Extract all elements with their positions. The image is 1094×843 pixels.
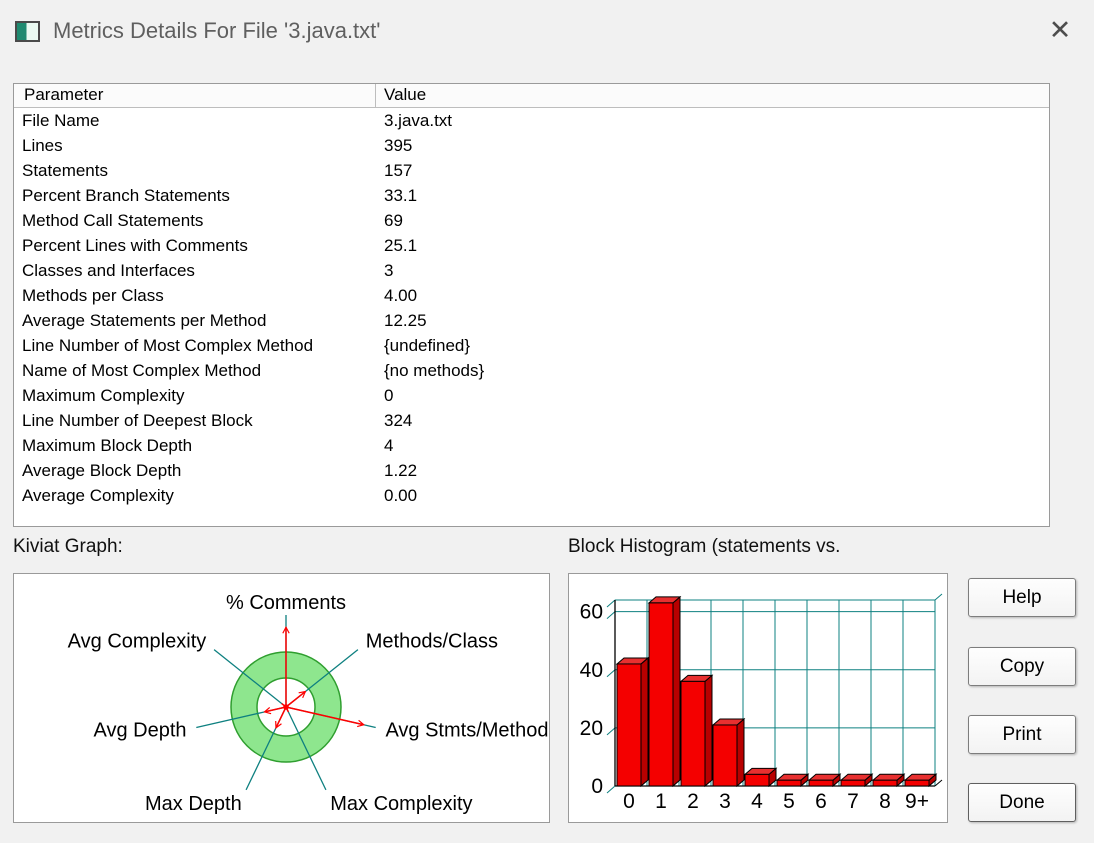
svg-text:4: 4 xyxy=(751,790,763,813)
kiviat-graph-panel: % Comments Methods/Class Avg Stmts/Method M… xyxy=(13,573,550,823)
parameter-cell: Name of Most Complex Method xyxy=(22,361,262,380)
value-cell: 69 xyxy=(384,211,403,230)
svg-text:0: 0 xyxy=(591,775,603,798)
value-cell: 0.00 xyxy=(384,486,418,505)
table-row: Average Block Depth 1.22 xyxy=(14,458,1049,483)
parameter-cell: Method Call Statements xyxy=(22,211,204,230)
parameter-cell: Maximum Block Depth xyxy=(22,436,193,455)
column-header-value[interactable]: Value xyxy=(384,85,427,104)
window-title: Metrics Details For File '3.java.txt' xyxy=(53,18,381,43)
table-row: Statements 157 xyxy=(14,158,1049,183)
value-cell: 25.1 xyxy=(384,236,418,255)
value-cell: 3 xyxy=(384,261,394,280)
value-cell: {no methods} xyxy=(384,361,485,380)
parameter-cell: Line Number of Most Complex Method xyxy=(22,336,314,355)
table-row: Average Statements per Method 12.25 xyxy=(14,308,1049,333)
copy-button[interactable]: Copy xyxy=(968,647,1076,686)
parameter-cell: Percent Branch Statements xyxy=(22,186,230,205)
metrics-table: Parameter Value File Name 3.java.txt Lines… xyxy=(13,83,1050,527)
metrics-table-body: File Name 3.java.txt Lines 395 Statements 157… xyxy=(14,108,1049,508)
parameter-cell: Statements xyxy=(22,161,108,180)
value-cell: 12.25 xyxy=(384,311,427,330)
block-histogram-panel: 0 20 40 60 0 1 2 3 4 5 6 7 8 9+ xyxy=(568,573,948,823)
parameter-cell: Maximum Complexity xyxy=(22,386,185,405)
block-histogram-label: Block Histogram (statements vs. xyxy=(568,536,841,557)
parameter-cell: Average Statements per Method xyxy=(22,311,267,330)
svg-text:Methods/Class: Methods/Class xyxy=(366,630,498,652)
value-cell: 395 xyxy=(384,136,413,155)
value-cell: 157 xyxy=(384,161,413,180)
column-header-parameter[interactable]: Parameter xyxy=(14,84,376,107)
svg-text:60: 60 xyxy=(580,601,603,624)
help-button[interactable]: Help xyxy=(968,578,1076,617)
parameter-cell: Classes and Interfaces xyxy=(22,261,195,280)
metrics-chart-icon xyxy=(15,20,40,42)
svg-text:2: 2 xyxy=(687,790,699,813)
svg-text:20: 20 xyxy=(580,717,603,740)
value-cell: 3.java.txt xyxy=(384,111,453,130)
svg-text:9+: 9+ xyxy=(905,790,929,813)
value-cell: 4.00 xyxy=(384,286,418,305)
table-row: Name of Most Complex Method {no methods} xyxy=(14,358,1049,383)
value-cell: 324 xyxy=(384,411,413,430)
done-button[interactable]: Done xyxy=(968,783,1076,822)
value-cell: 0 xyxy=(384,386,394,405)
table-row: Percent Lines with Comments 25.1 xyxy=(14,233,1049,258)
table-row: File Name 3.java.txt xyxy=(14,108,1049,133)
value-cell: 4 xyxy=(384,436,394,455)
svg-text:7: 7 xyxy=(847,790,859,813)
svg-text:8: 8 xyxy=(879,790,891,813)
parameter-cell: Methods per Class xyxy=(22,286,164,305)
table-row: Maximum Complexity 0 xyxy=(14,383,1049,408)
close-icon[interactable]: ✕ xyxy=(1048,15,1072,45)
table-row: Method Call Statements 69 xyxy=(14,208,1049,233)
table-row: Line Number of Deepest Block 324 xyxy=(14,408,1049,433)
parameter-cell: Percent Lines with Comments xyxy=(22,236,248,255)
svg-text:Avg Depth: Avg Depth xyxy=(94,720,187,742)
svg-text:Avg Stmts/Method: Avg Stmts/Method xyxy=(385,720,548,742)
value-cell: 33.1 xyxy=(384,186,418,205)
svg-text:Avg Complexity: Avg Complexity xyxy=(68,630,207,652)
kiviat-graph: % Comments Methods/Class Avg Stmts/Method M… xyxy=(68,592,549,815)
parameter-cell: Line Number of Deepest Block xyxy=(22,411,253,430)
parameter-cell: File Name xyxy=(22,111,100,130)
table-row: Percent Branch Statements 33.1 xyxy=(14,183,1049,208)
parameter-cell: Average Block Depth xyxy=(22,461,182,480)
svg-text:40: 40 xyxy=(580,659,603,682)
kiviat-graph-label: Kiviat Graph: xyxy=(13,536,123,557)
table-row: Classes and Interfaces 3 xyxy=(14,258,1049,283)
print-button[interactable]: Print xyxy=(968,715,1076,754)
table-header: Parameter Value xyxy=(14,84,1049,108)
parameter-cell: Average Complexity xyxy=(22,486,174,505)
svg-text:6: 6 xyxy=(815,790,827,813)
table-row: Maximum Block Depth 4 xyxy=(14,433,1049,458)
svg-text:3: 3 xyxy=(719,790,731,813)
svg-text:1: 1 xyxy=(655,790,667,813)
svg-text:5: 5 xyxy=(783,790,795,813)
table-row: Line Number of Most Complex Method {undef… xyxy=(14,333,1049,358)
value-cell: 1.22 xyxy=(384,461,418,480)
table-row: Methods per Class 4.00 xyxy=(14,283,1049,308)
table-row: Lines 395 xyxy=(14,133,1049,158)
table-row: Average Complexity 0.00 xyxy=(14,483,1049,508)
svg-text:Max Complexity: Max Complexity xyxy=(330,793,472,815)
svg-text:0: 0 xyxy=(623,790,635,813)
svg-text:% Comments: % Comments xyxy=(226,592,346,614)
value-cell: {undefined} xyxy=(384,336,471,355)
title-bar: Metrics Details For File '3.java.txt' ✕ xyxy=(0,0,1094,62)
svg-text:Max Depth: Max Depth xyxy=(145,793,242,815)
parameter-cell: Lines xyxy=(22,136,63,155)
